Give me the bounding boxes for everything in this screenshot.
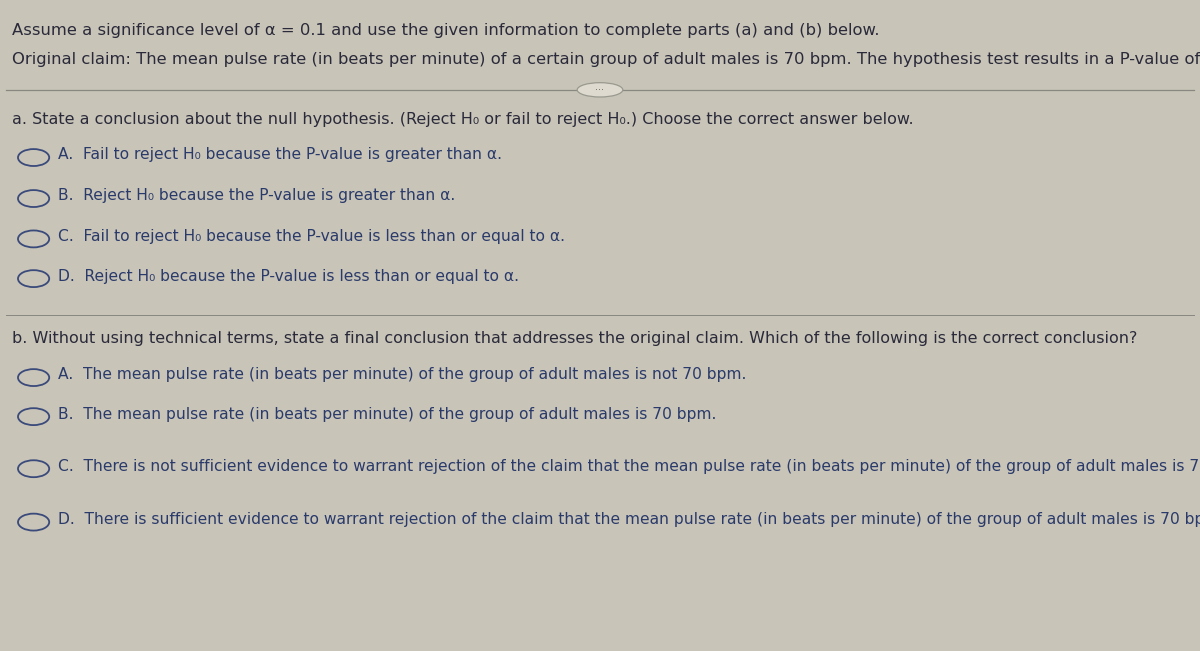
Text: b. Without using technical terms, state a final conclusion that addresses the or: b. Without using technical terms, state …	[12, 331, 1138, 346]
Text: a. State a conclusion about the null hypothesis. (Reject H₀ or fail to reject H₀: a. State a conclusion about the null hyp…	[12, 112, 913, 127]
Text: Assume a significance level of α = 0.1 and use the given information to complete: Assume a significance level of α = 0.1 a…	[12, 23, 880, 38]
Text: D.  There is sufficient evidence to warrant rejection of the claim that the mean: D. There is sufficient evidence to warra…	[58, 512, 1200, 527]
Text: C.  Fail to reject H₀ because the P-value is less than or equal to α.: C. Fail to reject H₀ because the P-value…	[58, 229, 565, 244]
Text: ···: ···	[595, 85, 605, 95]
Text: A.  Fail to reject H₀ because the P-value is greater than α.: A. Fail to reject H₀ because the P-value…	[58, 147, 502, 163]
Text: B.  Reject H₀ because the P-value is greater than α.: B. Reject H₀ because the P-value is grea…	[58, 188, 455, 204]
Text: Original claim: The mean pulse rate (in beats per minute) of a certain group of : Original claim: The mean pulse rate (in …	[12, 52, 1200, 67]
Text: C.  There is not sufficient evidence to warrant rejection of the claim that the : C. There is not sufficient evidence to w…	[58, 458, 1200, 474]
Ellipse shape	[577, 83, 623, 97]
Text: B.  The mean pulse rate (in beats per minute) of the group of adult males is 70 : B. The mean pulse rate (in beats per min…	[58, 406, 716, 422]
Text: A.  The mean pulse rate (in beats per minute) of the group of adult males is not: A. The mean pulse rate (in beats per min…	[58, 367, 746, 383]
Text: D.  Reject H₀ because the P-value is less than or equal to α.: D. Reject H₀ because the P-value is less…	[58, 268, 518, 284]
